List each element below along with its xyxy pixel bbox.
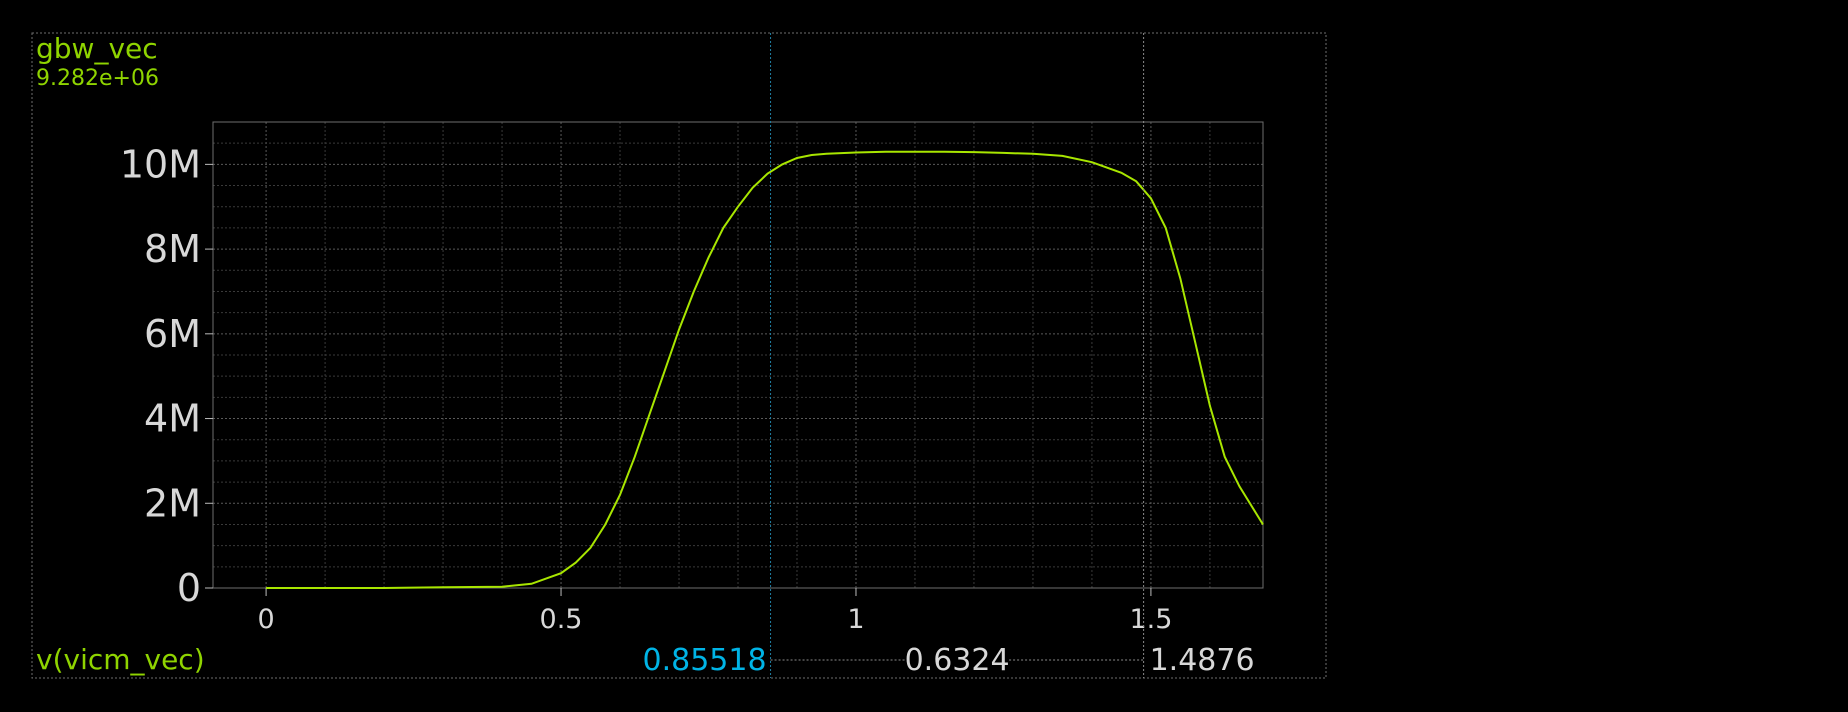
x-axis: 0 0.5 1 1.5 — [257, 588, 1172, 635]
y-tick-label: 2M — [144, 481, 201, 525]
y-tick-label: 4M — [144, 397, 201, 441]
outer-frame — [31, 32, 1327, 679]
cursor-delta-value: 0.6324 — [905, 643, 1010, 678]
y-tick-label: 10M — [120, 142, 201, 186]
cursor-a-value: 0.85518 — [642, 643, 766, 678]
x-axis-label[interactable]: v(vicm_vec) — [36, 643, 205, 676]
trace-value: 9.282e+06 — [36, 66, 159, 91]
y-axis: 0 2M 4M 6M 8M 10M — [120, 142, 213, 610]
x-tick-label: 0 — [257, 604, 274, 635]
trace-name[interactable]: gbw_vec — [36, 32, 158, 65]
y-tick-label: 0 — [177, 566, 201, 610]
cursor-b-value: 1.4876 — [1150, 643, 1255, 678]
y-tick-label: 6M — [144, 312, 201, 356]
plot-frame — [212, 121, 1264, 589]
x-tick-label: 1.5 — [1129, 604, 1172, 635]
series-line-gbw_vec[interactable] — [266, 150, 1264, 589]
x-tick-label: 1 — [847, 604, 864, 635]
y-tick-label: 8M — [144, 227, 201, 271]
plot-grid — [213, 121, 1263, 589]
x-tick-label: 0.5 — [540, 604, 583, 635]
